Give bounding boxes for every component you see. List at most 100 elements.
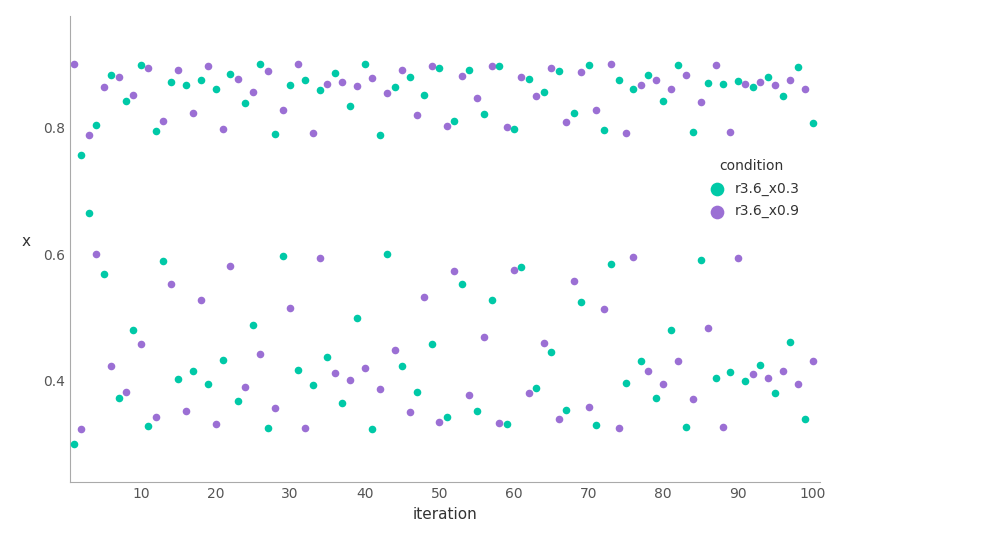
r3.6_x0.9 bbox=[170, 66, 186, 75]
r3.6_x0.3 bbox=[603, 259, 619, 268]
r3.6_x0.3 bbox=[760, 72, 776, 81]
r3.6_x0.9 bbox=[513, 72, 529, 81]
r3.6_x0.9 bbox=[409, 111, 425, 119]
r3.6_x0.3 bbox=[349, 313, 365, 322]
r3.6_x0.3 bbox=[275, 252, 291, 260]
r3.6_x0.3 bbox=[252, 60, 268, 68]
r3.6_x0.9 bbox=[342, 376, 358, 385]
r3.6_x0.3 bbox=[379, 249, 395, 258]
r3.6_x0.9 bbox=[222, 262, 238, 271]
r3.6_x0.9 bbox=[551, 414, 567, 423]
r3.6_x0.3 bbox=[148, 127, 164, 136]
r3.6_x0.9 bbox=[402, 408, 418, 416]
r3.6_x0.3 bbox=[111, 394, 127, 403]
r3.6_x0.9 bbox=[700, 323, 716, 332]
r3.6_x0.9 bbox=[775, 367, 791, 375]
r3.6_x0.3 bbox=[737, 377, 753, 386]
r3.6_x0.3 bbox=[394, 362, 410, 370]
r3.6_x0.3 bbox=[655, 97, 671, 106]
r3.6_x0.9 bbox=[737, 79, 753, 88]
r3.6_x0.9 bbox=[88, 249, 104, 258]
r3.6_x0.9 bbox=[379, 89, 395, 98]
r3.6_x0.3 bbox=[245, 320, 261, 329]
r3.6_x0.9 bbox=[357, 363, 373, 372]
r3.6_x0.9 bbox=[588, 105, 604, 114]
r3.6_x0.9 bbox=[125, 91, 141, 100]
r3.6_x0.9 bbox=[103, 361, 119, 370]
r3.6_x0.3 bbox=[133, 60, 149, 69]
r3.6_x0.3 bbox=[685, 127, 701, 136]
r3.6_x0.3 bbox=[260, 424, 276, 432]
r3.6_x0.9 bbox=[282, 304, 298, 312]
r3.6_x0.9 bbox=[625, 252, 641, 261]
r3.6_x0.9 bbox=[670, 356, 686, 365]
r3.6_x0.9 bbox=[693, 98, 709, 106]
r3.6_x0.9 bbox=[528, 92, 544, 100]
r3.6_x0.9 bbox=[237, 383, 253, 392]
r3.6_x0.3 bbox=[215, 355, 231, 364]
r3.6_x0.9 bbox=[111, 73, 127, 82]
r3.6_x0.9 bbox=[790, 379, 806, 388]
r3.6_x0.9 bbox=[424, 62, 440, 71]
r3.6_x0.3 bbox=[416, 91, 432, 100]
r3.6_x0.3 bbox=[446, 116, 462, 125]
r3.6_x0.9 bbox=[640, 367, 656, 375]
r3.6_x0.9 bbox=[715, 423, 731, 432]
r3.6_x0.9 bbox=[469, 94, 485, 102]
r3.6_x0.3 bbox=[364, 425, 380, 433]
r3.6_x0.9 bbox=[252, 350, 268, 358]
r3.6_x0.9 bbox=[185, 109, 201, 118]
r3.6_x0.9 bbox=[476, 332, 492, 341]
r3.6_x0.3 bbox=[402, 73, 418, 82]
r3.6_x0.9 bbox=[730, 254, 746, 263]
r3.6_x0.9 bbox=[133, 340, 149, 349]
X-axis label: iteration: iteration bbox=[413, 507, 477, 522]
r3.6_x0.9 bbox=[461, 391, 477, 399]
r3.6_x0.3 bbox=[543, 347, 559, 356]
r3.6_x0.3 bbox=[670, 60, 686, 69]
r3.6_x0.9 bbox=[708, 60, 724, 69]
r3.6_x0.9 bbox=[581, 403, 597, 412]
r3.6_x0.9 bbox=[536, 338, 552, 347]
r3.6_x0.3 bbox=[805, 118, 821, 127]
r3.6_x0.3 bbox=[745, 83, 761, 92]
r3.6_x0.3 bbox=[185, 366, 201, 375]
r3.6_x0.3 bbox=[305, 381, 321, 390]
r3.6_x0.9 bbox=[364, 74, 380, 83]
r3.6_x0.3 bbox=[267, 129, 283, 138]
r3.6_x0.9 bbox=[506, 265, 522, 274]
r3.6_x0.9 bbox=[663, 84, 679, 93]
r3.6_x0.9 bbox=[805, 356, 821, 365]
r3.6_x0.3 bbox=[633, 357, 649, 366]
r3.6_x0.9 bbox=[618, 129, 634, 138]
r3.6_x0.9 bbox=[200, 61, 216, 70]
r3.6_x0.9 bbox=[319, 80, 335, 89]
r3.6_x0.9 bbox=[685, 395, 701, 404]
r3.6_x0.9 bbox=[484, 62, 500, 71]
r3.6_x0.9 bbox=[446, 267, 462, 276]
r3.6_x0.3 bbox=[596, 125, 612, 134]
r3.6_x0.9 bbox=[140, 64, 156, 72]
r3.6_x0.9 bbox=[230, 75, 246, 83]
r3.6_x0.3 bbox=[125, 326, 141, 335]
r3.6_x0.9 bbox=[267, 403, 283, 412]
r3.6_x0.9 bbox=[275, 106, 291, 115]
r3.6_x0.3 bbox=[663, 326, 679, 334]
r3.6_x0.3 bbox=[431, 64, 447, 72]
r3.6_x0.9 bbox=[245, 87, 261, 96]
r3.6_x0.3 bbox=[237, 99, 253, 107]
r3.6_x0.3 bbox=[752, 361, 768, 369]
r3.6_x0.3 bbox=[409, 387, 425, 396]
r3.6_x0.9 bbox=[96, 83, 112, 92]
r3.6_x0.3 bbox=[163, 78, 179, 87]
r3.6_x0.9 bbox=[760, 374, 776, 383]
r3.6_x0.3 bbox=[140, 422, 156, 431]
r3.6_x0.9 bbox=[372, 385, 388, 393]
r3.6_x0.3 bbox=[424, 340, 440, 349]
r3.6_x0.9 bbox=[491, 419, 507, 427]
r3.6_x0.3 bbox=[469, 407, 485, 415]
r3.6_x0.3 bbox=[708, 373, 724, 382]
r3.6_x0.3 bbox=[476, 109, 492, 118]
r3.6_x0.3 bbox=[618, 379, 634, 388]
r3.6_x0.3 bbox=[558, 406, 574, 414]
